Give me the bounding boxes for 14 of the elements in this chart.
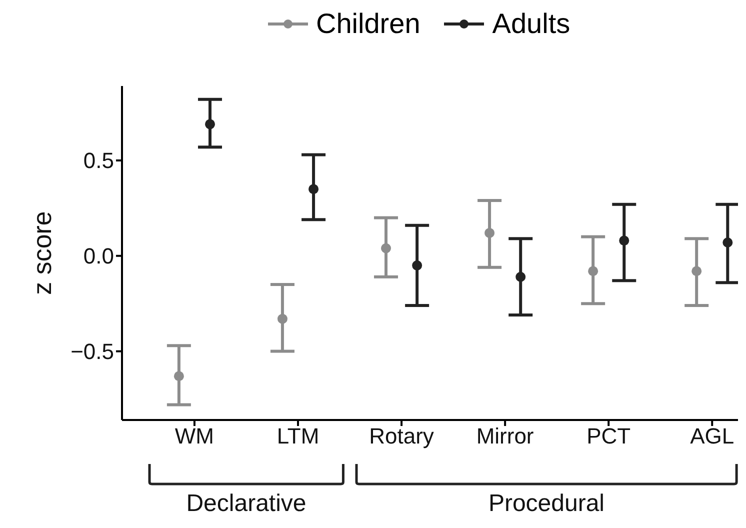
legend-label: Adults [492, 8, 570, 40]
y-tick-label: −0.5 [70, 339, 114, 364]
x-tick-label: Mirror [476, 424, 534, 449]
text: Declarative [186, 490, 306, 518]
x-tick-label: LTM [276, 424, 320, 449]
x-tick-label: Rotary [369, 424, 434, 449]
x-tick-label: AGL [690, 424, 734, 449]
y-tick-label: 0.5 [83, 148, 114, 174]
legend-label: Children [316, 8, 420, 40]
y-axis-title: z score [27, 211, 58, 295]
x-tick-label: WM [174, 424, 214, 449]
x-tick-label: PCT [586, 424, 631, 449]
text: Procedural [488, 490, 604, 518]
y-tick-label: 0.0 [83, 244, 114, 269]
